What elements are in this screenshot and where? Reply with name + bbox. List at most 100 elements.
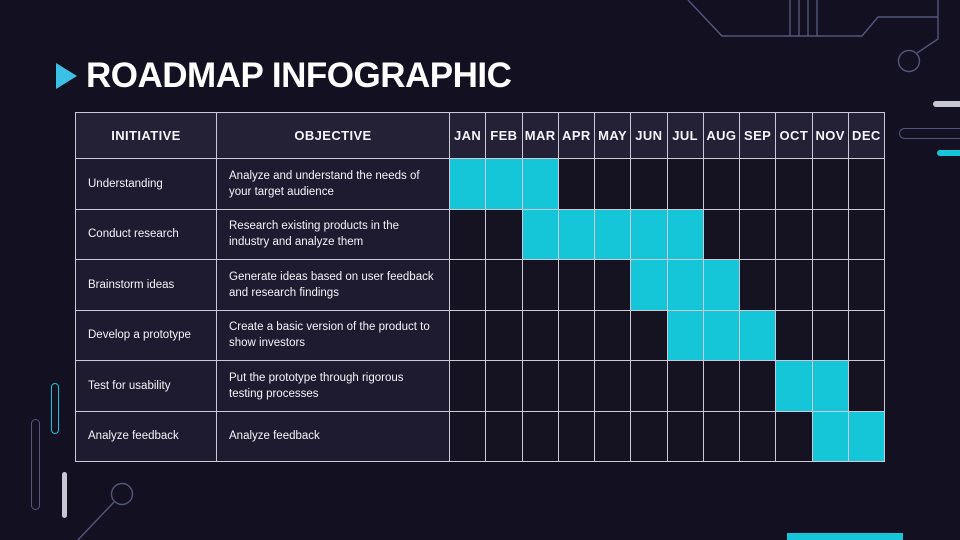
objective-cell: Put the prototype through rigorous testi… bbox=[217, 361, 449, 411]
gantt-empty-cell bbox=[631, 159, 667, 209]
bottom-cyan-bar-decoration bbox=[787, 533, 903, 540]
month-column-header: MAR bbox=[522, 113, 558, 158]
gantt-active-cell bbox=[703, 310, 739, 360]
month-column-header: FEB bbox=[486, 113, 522, 158]
gantt-empty-cell bbox=[595, 260, 631, 310]
gantt-active-cell bbox=[667, 310, 703, 360]
gantt-empty-cell bbox=[812, 310, 848, 360]
gantt-active-cell bbox=[667, 209, 703, 259]
gantt-empty-cell bbox=[776, 310, 812, 360]
gantt-empty-cell bbox=[558, 310, 594, 360]
month-column-header: JAN bbox=[450, 113, 486, 158]
cyan-outline-pill-decoration bbox=[51, 383, 59, 434]
gantt-empty-cell bbox=[558, 159, 594, 209]
gantt-empty-cell bbox=[703, 159, 739, 209]
objective-cell: Analyze feedback bbox=[217, 411, 449, 461]
gantt-empty-cell bbox=[776, 260, 812, 310]
gantt-empty-cell bbox=[595, 310, 631, 360]
gantt-empty-cell bbox=[450, 209, 486, 259]
gantt-empty-cell bbox=[667, 411, 703, 461]
objective-cell: Research existing products in the indust… bbox=[217, 209, 449, 259]
gantt-empty-cell bbox=[558, 361, 594, 411]
gantt-active-cell bbox=[450, 159, 486, 209]
column-header-objective: OBJECTIVE bbox=[217, 113, 449, 158]
gantt-empty-cell bbox=[486, 361, 522, 411]
page-title-group: ROADMAP INFOGRAPHIC bbox=[56, 58, 512, 93]
gantt-empty-cell bbox=[595, 411, 631, 461]
gantt-empty-cell bbox=[631, 411, 667, 461]
gantt-empty-cell bbox=[848, 260, 884, 310]
month-column-header: JUN bbox=[631, 113, 667, 158]
gantt-empty-cell bbox=[522, 310, 558, 360]
initiative-cell: Analyze feedback bbox=[76, 411, 216, 461]
month-column-header: MAY bbox=[595, 113, 631, 158]
gray-bar-decoration bbox=[62, 472, 67, 518]
gantt-empty-cell bbox=[703, 411, 739, 461]
gantt-empty-cell bbox=[776, 411, 812, 461]
gantt-active-cell bbox=[703, 260, 739, 310]
gantt-active-cell bbox=[558, 209, 594, 259]
month-column-header: APR bbox=[558, 113, 594, 158]
gantt-empty-cell bbox=[595, 361, 631, 411]
circuit-node-icon bbox=[897, 49, 921, 73]
gantt-empty-cell bbox=[848, 159, 884, 209]
initiative-cell: Develop a prototype bbox=[76, 310, 216, 360]
gantt-empty-cell bbox=[450, 411, 486, 461]
cyan-bar-decoration bbox=[937, 150, 960, 156]
roadmap-gantt-table: INITIATIVE OBJECTIVE JAN FEB MAR APR MAY JUN J… bbox=[75, 112, 885, 462]
gantt-empty-cell bbox=[522, 260, 558, 310]
initiative-cell: Understanding bbox=[76, 159, 216, 209]
gantt-active-cell bbox=[522, 159, 558, 209]
gantt-empty-cell bbox=[740, 209, 776, 259]
gantt-empty-cell bbox=[522, 411, 558, 461]
gantt-empty-cell bbox=[776, 209, 812, 259]
gantt-active-cell bbox=[667, 260, 703, 310]
gantt-empty-cell bbox=[740, 361, 776, 411]
gantt-active-cell bbox=[776, 361, 812, 411]
column-header-initiative: INITIATIVE bbox=[76, 113, 216, 158]
month-column-header: NOV bbox=[812, 113, 848, 158]
gantt-empty-cell bbox=[631, 310, 667, 360]
gantt-empty-cell bbox=[595, 159, 631, 209]
gantt-active-cell bbox=[595, 209, 631, 259]
gantt-empty-cell bbox=[667, 159, 703, 209]
gantt-active-cell bbox=[740, 310, 776, 360]
month-column-header: DEC bbox=[848, 113, 884, 158]
gantt-active-cell bbox=[631, 260, 667, 310]
gantt-empty-cell bbox=[812, 260, 848, 310]
gantt-empty-cell bbox=[450, 260, 486, 310]
circuit-trace-bottom-left-decoration bbox=[76, 482, 134, 540]
gantt-empty-cell bbox=[450, 361, 486, 411]
gantt-empty-cell bbox=[812, 209, 848, 259]
gantt-empty-cell bbox=[848, 310, 884, 360]
objective-cell: Create a basic version of the product to… bbox=[217, 310, 449, 360]
play-triangle-icon bbox=[56, 62, 77, 89]
gantt-active-cell bbox=[812, 411, 848, 461]
gantt-empty-cell bbox=[703, 209, 739, 259]
gantt-empty-cell bbox=[486, 209, 522, 259]
objective-cell: Generate ideas based on user feedback an… bbox=[217, 260, 449, 310]
initiative-cell: Conduct research bbox=[76, 209, 216, 259]
gantt-empty-cell bbox=[848, 361, 884, 411]
circuit-node-icon bbox=[110, 482, 134, 506]
gray-bar-decoration bbox=[933, 101, 960, 107]
gantt-empty-cell bbox=[631, 361, 667, 411]
month-column-header: OCT bbox=[776, 113, 812, 158]
gantt-empty-cell bbox=[703, 361, 739, 411]
gantt-empty-cell bbox=[558, 411, 594, 461]
gantt-active-cell bbox=[631, 209, 667, 259]
gantt-empty-cell bbox=[486, 411, 522, 461]
gantt-active-cell bbox=[848, 411, 884, 461]
gantt-active-cell bbox=[812, 361, 848, 411]
outline-pill-decoration bbox=[31, 419, 40, 510]
objective-cell: Analyze and understand the needs of your… bbox=[217, 159, 449, 209]
gantt-empty-cell bbox=[558, 260, 594, 310]
month-column-header: SEP bbox=[740, 113, 776, 158]
month-column-header: AUG bbox=[703, 113, 739, 158]
gantt-empty-cell bbox=[486, 260, 522, 310]
gantt-active-cell bbox=[522, 209, 558, 259]
gantt-empty-cell bbox=[486, 310, 522, 360]
gantt-empty-cell bbox=[667, 361, 703, 411]
initiative-cell: Brainstorm ideas bbox=[76, 260, 216, 310]
